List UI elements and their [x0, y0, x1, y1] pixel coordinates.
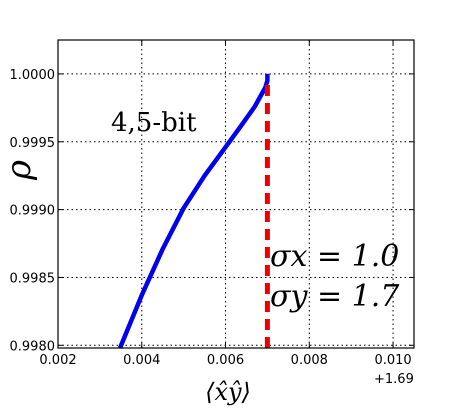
- x-tick-label: 0.004: [123, 353, 160, 368]
- tick-marks: [57, 40, 414, 348]
- x-tick-label: 0.008: [291, 353, 328, 368]
- series-layer: [117, 73, 270, 349]
- y-axis-label: ρ: [0, 160, 39, 181]
- x-tick-label: 0.002: [39, 353, 76, 368]
- x-axis-label: ⟨x̂ŷ⟩: [205, 378, 251, 406]
- annotation-bits: 4,5-bit: [111, 108, 197, 138]
- y-tick-label: 0.9980: [10, 339, 56, 354]
- plot-frame: [57, 39, 415, 349]
- y-tick-label: 0.9990: [10, 204, 56, 219]
- x-offset-label: +1.69: [374, 372, 414, 387]
- x-tick-label: 0.006: [207, 353, 244, 368]
- annotation-sigma-x: σx = 1.0: [270, 239, 399, 274]
- y-tick-label: 1.0000: [10, 68, 56, 83]
- y-tick-label: 0.9985: [10, 271, 56, 286]
- y-tick-labels: 0.9980 0.9985 0.9990 0.9995 1.0000: [10, 68, 56, 354]
- x-tick-labels: 0.002 0.004 0.006 0.008 0.010: [39, 353, 411, 368]
- annotation-sigma-y: σy = 1.7: [270, 279, 400, 314]
- x-tick-label: 0.010: [374, 353, 411, 368]
- y-tick-label: 0.9995: [10, 136, 56, 151]
